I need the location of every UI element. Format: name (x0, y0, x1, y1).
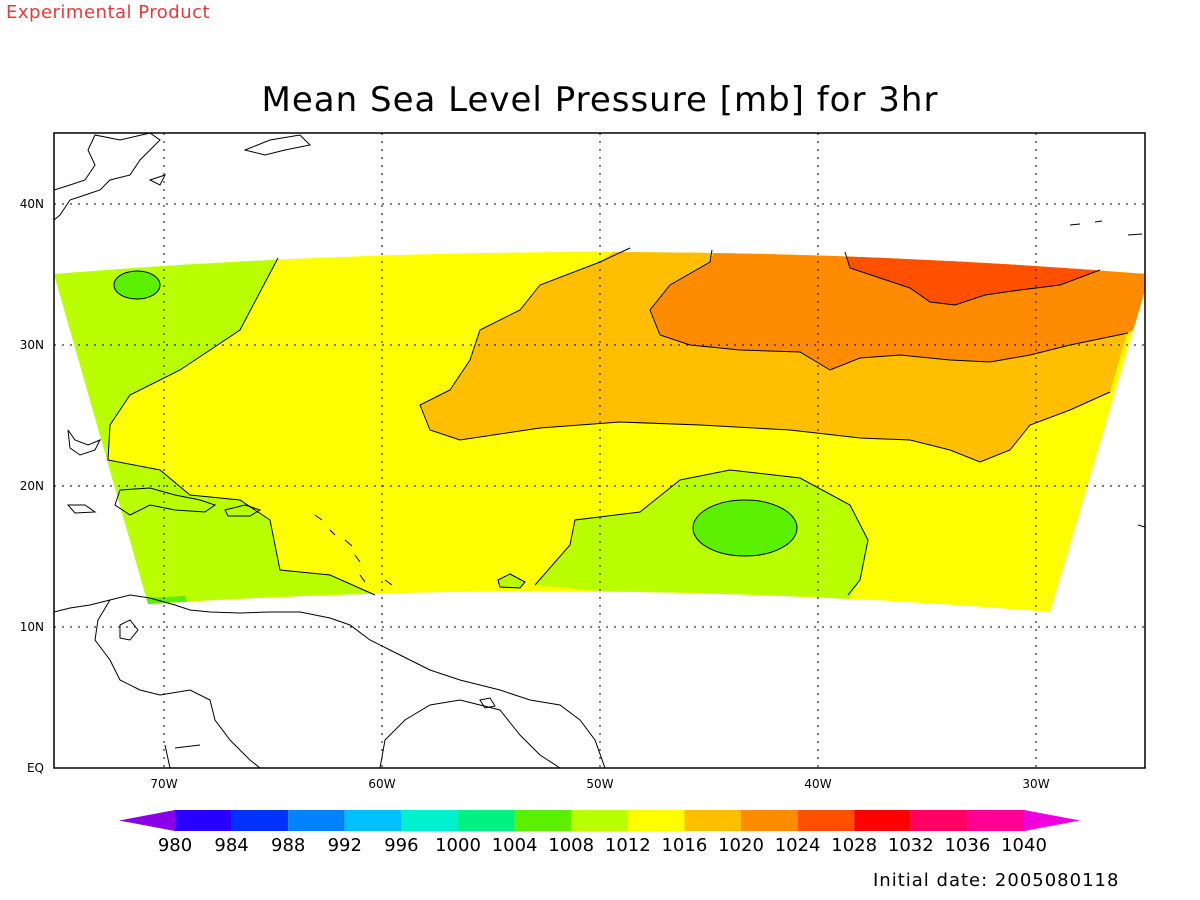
colorbar-level-label: 1036 (944, 835, 990, 856)
graticule (54, 133, 1145, 768)
lon-label-30w: 30W (1022, 777, 1049, 791)
colorbar-level-label: 996 (384, 835, 418, 856)
map-title: Mean Sea Level Pressure [mb] for 3hr (261, 80, 939, 120)
coastlines (54, 133, 1145, 768)
colorbar-box (458, 810, 515, 831)
colorbar-box (627, 810, 685, 831)
lat-label-40n: 40N (20, 197, 44, 211)
lat-label-30n: 30N (20, 338, 44, 352)
lat-label-20n: 20N (20, 479, 44, 493)
colorbar-level-label: 1016 (661, 835, 707, 856)
colorbar-box (797, 810, 855, 831)
colorbar-box (854, 810, 911, 831)
colorbar-box (741, 810, 798, 831)
colorbar-box (401, 810, 458, 831)
latitude-labels: EQ 10N 20N 30N 40N (20, 197, 44, 775)
colorbar-level-label: 1020 (718, 835, 764, 856)
colorbar-box (967, 810, 1024, 831)
colorbar-level-label: 1024 (775, 835, 821, 856)
colorbar-level-label: 980 (158, 835, 192, 856)
field-1008-small-region (498, 574, 525, 588)
colorbar-box (175, 810, 232, 831)
colorbar-box (231, 810, 289, 831)
colorbar-box (571, 810, 628, 831)
colorbar-level-label: 984 (214, 835, 248, 856)
colorbar-level-label: 992 (328, 835, 362, 856)
colorbar-box (684, 810, 741, 831)
colorbar-level-label: 1040 (1001, 835, 1047, 856)
lon-label-70w: 70W (150, 777, 177, 791)
colorbar-box (514, 810, 572, 831)
initial-date: Initial date: 2005080118 (873, 870, 1119, 891)
colorbar-level-label: 1004 (492, 835, 538, 856)
colorbar-level-label: 1008 (548, 835, 594, 856)
colorbar-arrow-left (119, 810, 175, 831)
colorbar-box (344, 810, 402, 831)
longitude-labels: 70W 60W 50W 40W 30W (150, 777, 1049, 791)
colorbar-level-label: 1028 (831, 835, 877, 856)
lon-label-60w: 60W (368, 777, 395, 791)
isobar-lines (107, 247, 1129, 596)
colorbar-level-label: 988 (271, 835, 305, 856)
colorbar-level-label: 1000 (435, 835, 481, 856)
colorbar-box (910, 810, 968, 831)
experimental-product-label: Experimental Product (6, 2, 211, 23)
lon-label-40w: 40W (804, 777, 831, 791)
field-1004-low-central (693, 500, 797, 556)
initial-date-value: 2005080118 (994, 870, 1120, 891)
colorbar: 980 984 988 992 996 1000 1004 1008 1012 1016 1020 1… (119, 810, 1080, 856)
map-field (54, 133, 1145, 768)
initial-date-label: Initial date: (873, 870, 989, 891)
lat-label-eq: EQ (27, 761, 44, 775)
colorbar-level-label: 1012 (605, 835, 651, 856)
field-1004-low-west (114, 271, 160, 299)
colorbar-box (288, 810, 345, 831)
colorbar-level-label: 1032 (888, 835, 934, 856)
colorbar-arrow-right (1024, 810, 1080, 831)
lon-label-50w: 50W (586, 777, 613, 791)
lat-label-10n: 10N (20, 620, 44, 634)
